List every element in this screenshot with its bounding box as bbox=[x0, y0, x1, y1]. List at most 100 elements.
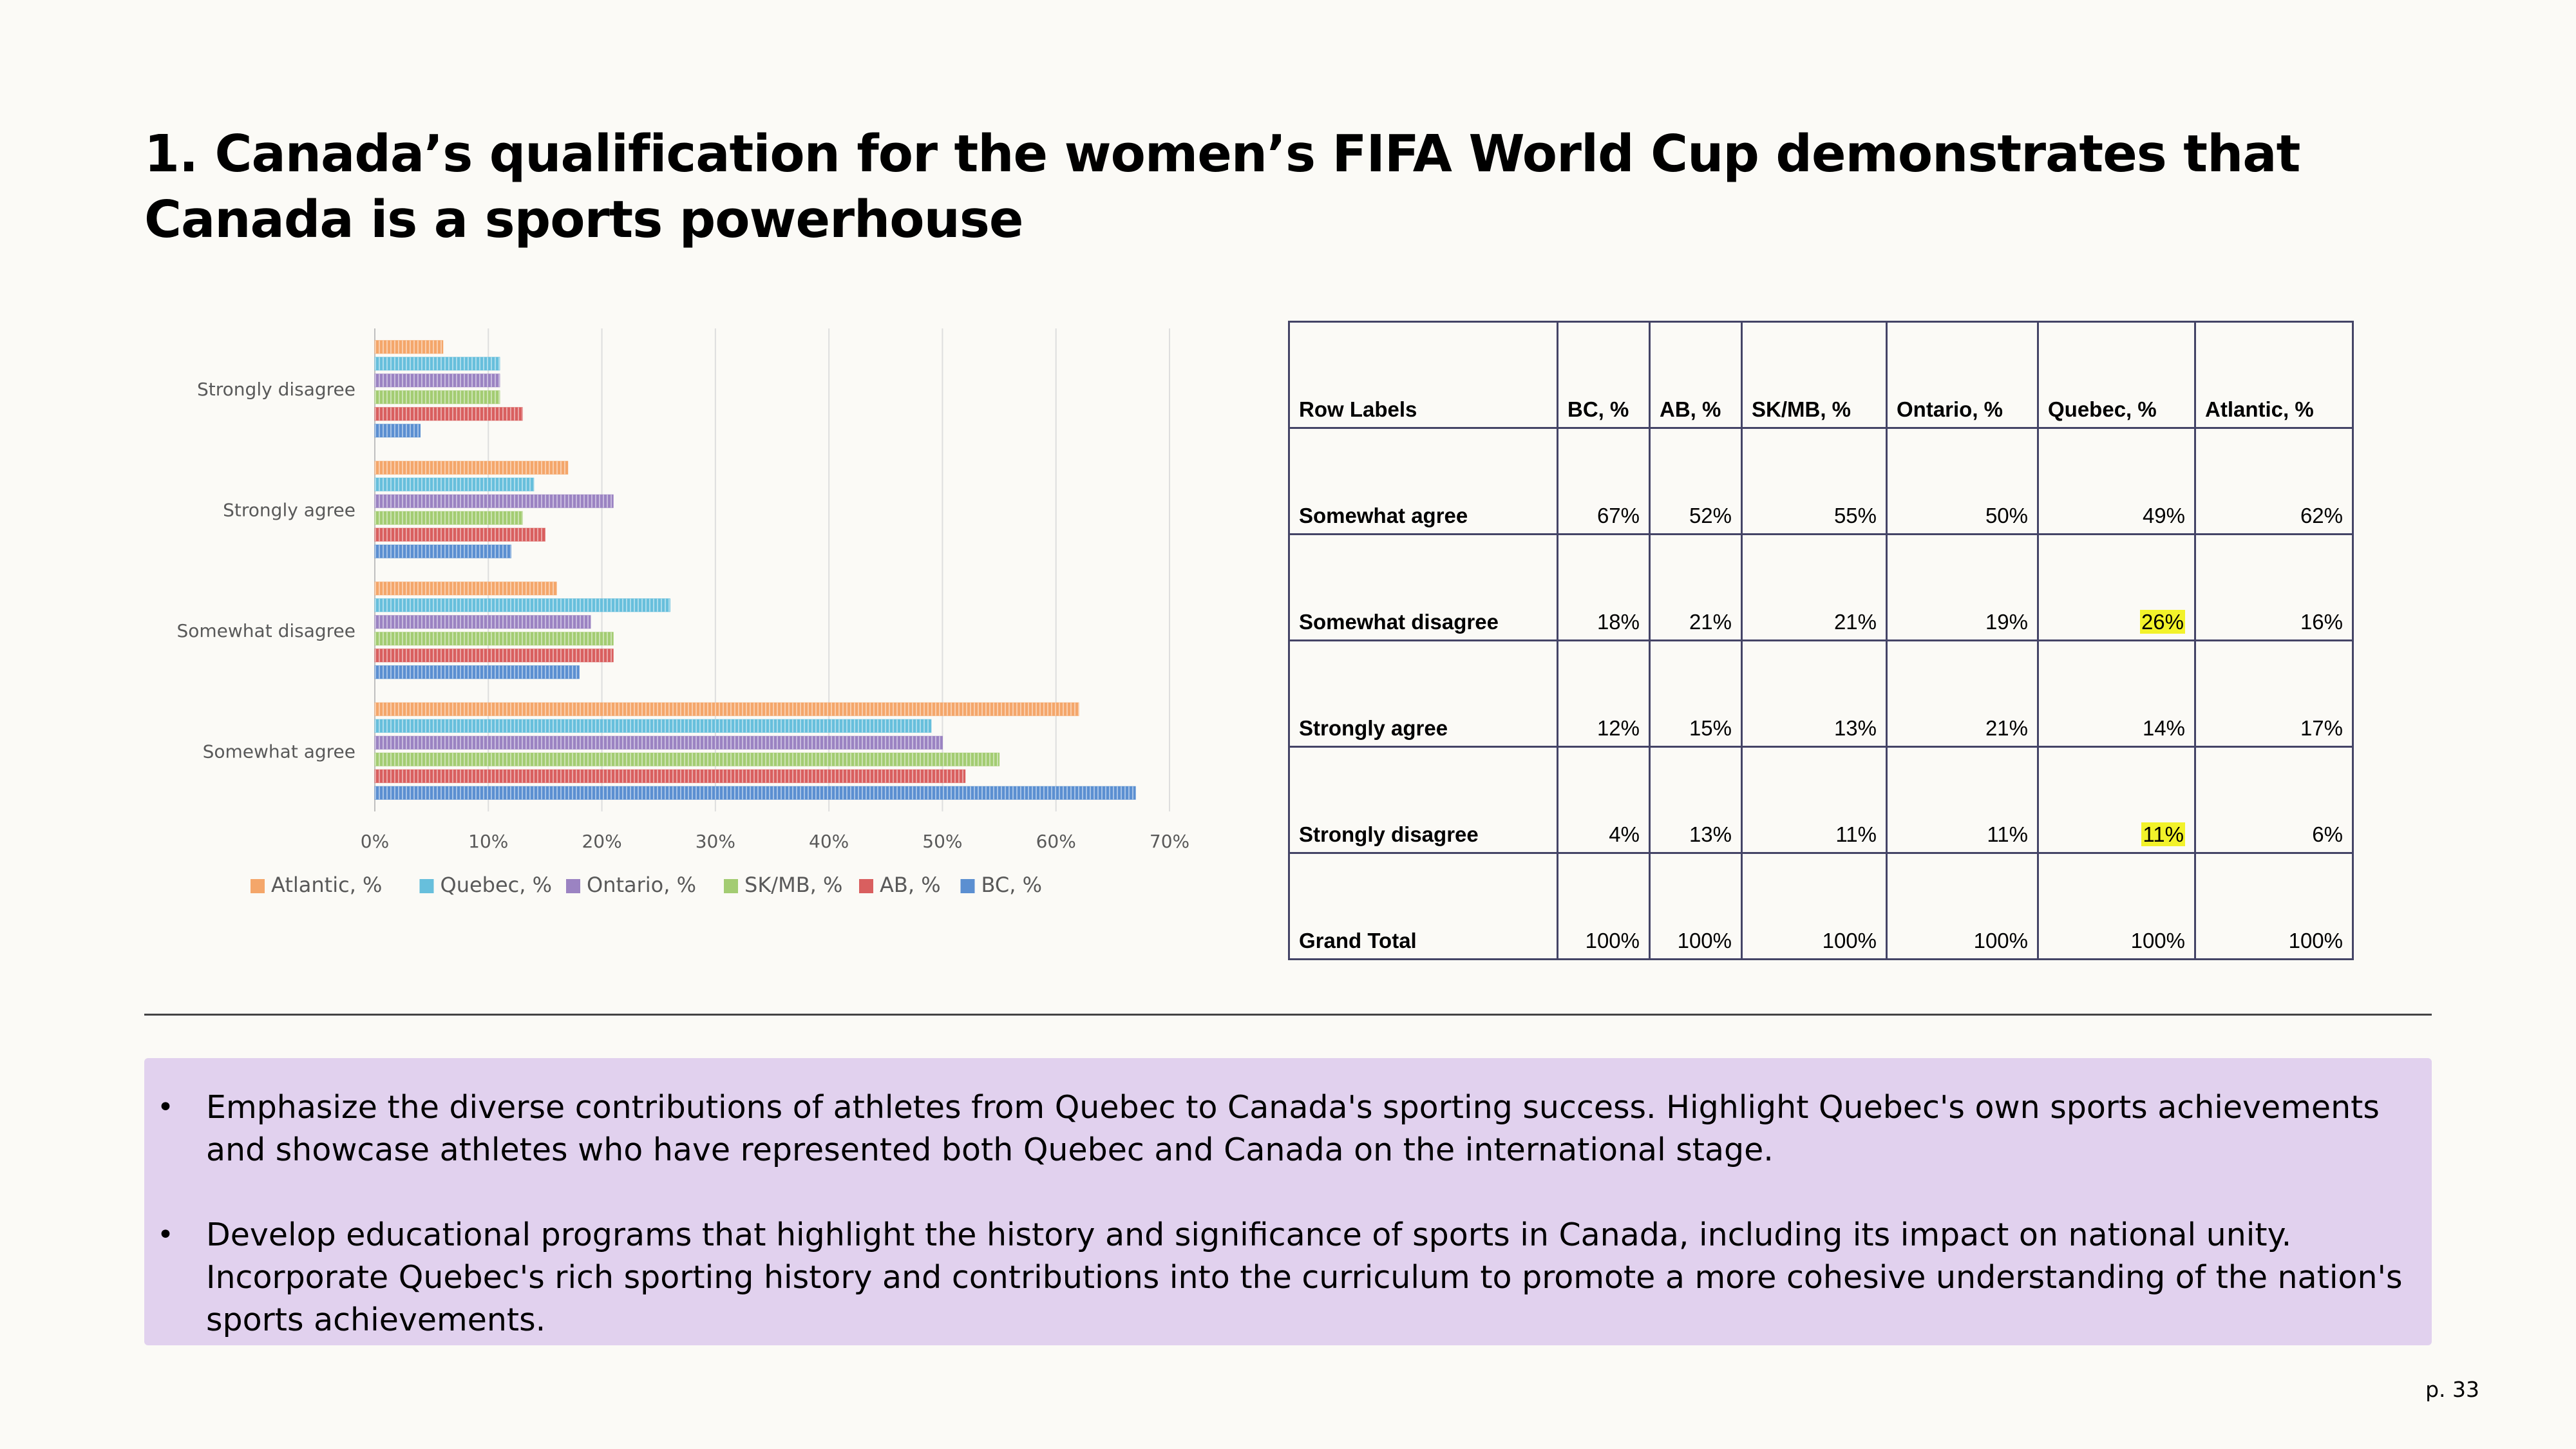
bullet-icon: • bbox=[157, 1218, 174, 1251]
table-cell: 55% bbox=[1741, 427, 1888, 535]
row-label: Grand Total bbox=[1288, 852, 1558, 960]
bar-texture bbox=[375, 615, 591, 629]
recommendation-text: Develop educational programs that highli… bbox=[206, 1217, 2403, 1338]
legend-label: Quebec, % bbox=[440, 873, 553, 897]
bar-texture bbox=[375, 511, 523, 525]
bar-texture bbox=[375, 703, 1079, 716]
bar-texture bbox=[375, 495, 614, 508]
bar-texture bbox=[375, 719, 931, 733]
x-tick-label: 70% bbox=[1150, 831, 1189, 852]
table-cell: 50% bbox=[1886, 427, 2039, 535]
table-cell: 11% bbox=[1886, 746, 2039, 854]
x-tick-label: 10% bbox=[468, 831, 508, 852]
table-cell: 100% bbox=[1741, 852, 1888, 960]
slide-title: 1. Canada’s qualification for the women’… bbox=[144, 124, 2300, 249]
recommendations-box: • Emphasize the diverse contributions of… bbox=[144, 1058, 2432, 1345]
table-cell: 62% bbox=[2194, 427, 2354, 535]
x-tick-label: 40% bbox=[809, 831, 849, 852]
table-cell: 12% bbox=[1557, 639, 1651, 748]
table-cell: 100% bbox=[2037, 852, 2196, 960]
table-cell: 16% bbox=[2194, 533, 2354, 641]
table-cell: 21% bbox=[1649, 533, 1743, 641]
table-header-cell: Quebec, % bbox=[2037, 321, 2196, 429]
table-header-cell: AB, % bbox=[1649, 321, 1743, 429]
x-tick-label: 20% bbox=[582, 831, 621, 852]
table-cell: 100% bbox=[1886, 852, 2039, 960]
table-cell: 11% bbox=[1741, 746, 1888, 854]
bar-texture bbox=[375, 753, 999, 766]
recommendation-text: Emphasize the diverse contributions of a… bbox=[206, 1089, 2380, 1168]
row-label: Strongly agree bbox=[1288, 639, 1558, 748]
table-header-cell: Atlantic, % bbox=[2194, 321, 2354, 429]
bar-chart: 0% 10% 20% 30% 40% 50% 60% 70% Strongly disagree… bbox=[176, 328, 1189, 897]
row-label: Somewhat disagree bbox=[1288, 533, 1558, 641]
table-cell: 11% bbox=[2037, 746, 2196, 854]
bar-texture bbox=[375, 374, 500, 387]
bar-texture bbox=[375, 545, 511, 558]
table-cell: 26% bbox=[2037, 533, 2196, 641]
table-cell: 100% bbox=[1649, 852, 1743, 960]
x-tick-label: 0% bbox=[361, 831, 389, 852]
bar-texture bbox=[375, 461, 568, 475]
table-header-cell: SK/MB, % bbox=[1741, 321, 1888, 429]
bar-texture bbox=[375, 665, 580, 679]
bar-texture bbox=[375, 770, 965, 783]
table-cell: 52% bbox=[1649, 427, 1743, 535]
table-cell: 21% bbox=[1886, 639, 2039, 748]
row-label: Strongly disagree bbox=[1288, 746, 1558, 854]
legend-label: AB, % bbox=[880, 873, 941, 897]
bar-texture bbox=[375, 632, 614, 645]
table-cell: 49% bbox=[2037, 427, 2196, 535]
table-cell: 13% bbox=[1741, 639, 1888, 748]
table-cell: 100% bbox=[2194, 852, 2354, 960]
results-table: Row Labels BC, % AB, % SK/MB, % Ontario, % Qu… bbox=[1288, 321, 2354, 960]
table-cell: 13% bbox=[1649, 746, 1743, 854]
bar-texture bbox=[375, 786, 1136, 800]
row-label: Somewhat agree bbox=[1288, 427, 1558, 535]
table-row: Strongly agree 12% 15% 13% 21% 14% 17% bbox=[1288, 639, 2354, 748]
table-cell: 100% bbox=[1557, 852, 1651, 960]
legend-swatch bbox=[566, 879, 580, 893]
bar-texture bbox=[375, 736, 943, 750]
table-row: Grand Total 100% 100% 100% 100% 100% 100% bbox=[1288, 852, 2354, 960]
y-category-label: Strongly disagree bbox=[197, 379, 355, 400]
recommendation-item: • Develop educational programs that high… bbox=[157, 1214, 2406, 1341]
table-cell: 67% bbox=[1557, 427, 1651, 535]
table-cell: 17% bbox=[2194, 639, 2354, 748]
table-cell: 15% bbox=[1649, 639, 1743, 748]
legend-label: Ontario, % bbox=[587, 873, 696, 897]
table-row: Strongly disagree 4% 13% 11% 11% 11% 6% bbox=[1288, 746, 2354, 854]
y-category-label: Strongly agree bbox=[223, 499, 355, 520]
highlighted-value: 26% bbox=[2139, 610, 2185, 634]
table-header-cell: Row Labels bbox=[1288, 321, 1558, 429]
table-cell: 4% bbox=[1557, 746, 1651, 854]
table-cell: 21% bbox=[1741, 533, 1888, 641]
bar-texture bbox=[375, 582, 557, 595]
y-category-label: Somewhat agree bbox=[203, 741, 355, 762]
table-cell: 19% bbox=[1886, 533, 2039, 641]
bullet-icon: • bbox=[157, 1091, 174, 1124]
recommendation-item: • Emphasize the diverse contributions of… bbox=[157, 1086, 2406, 1171]
legend-swatch bbox=[960, 879, 975, 893]
bar-texture bbox=[375, 424, 421, 437]
bar-texture bbox=[375, 598, 670, 612]
x-tick-label: 50% bbox=[922, 831, 962, 852]
legend-label: SK/MB, % bbox=[744, 873, 842, 897]
page-number: p. 33 bbox=[2425, 1377, 2479, 1402]
table-row: Somewhat disagree 18% 21% 21% 19% 26% 16% bbox=[1288, 533, 2354, 641]
table-header-cell: Ontario, % bbox=[1886, 321, 2039, 429]
highlighted-value: 11% bbox=[2141, 822, 2185, 846]
legend-swatch bbox=[251, 879, 265, 893]
x-tick-label: 30% bbox=[696, 831, 735, 852]
legend-swatch bbox=[419, 879, 434, 893]
bar-texture bbox=[375, 390, 500, 404]
bar-texture bbox=[375, 407, 523, 421]
x-tick-label: 60% bbox=[1036, 831, 1076, 852]
table-cell: 6% bbox=[2194, 746, 2354, 854]
legend-label: BC, % bbox=[981, 873, 1042, 897]
bar-texture bbox=[375, 340, 443, 354]
table-header-row: Row Labels BC, % AB, % SK/MB, % Ontario, % Qu… bbox=[1288, 321, 2354, 429]
table-header-cell: BC, % bbox=[1557, 321, 1651, 429]
results-table-container: Row Labels BC, % AB, % SK/MB, % Ontario, % Qu… bbox=[1288, 321, 2354, 960]
y-category-label: Somewhat disagree bbox=[176, 620, 355, 641]
